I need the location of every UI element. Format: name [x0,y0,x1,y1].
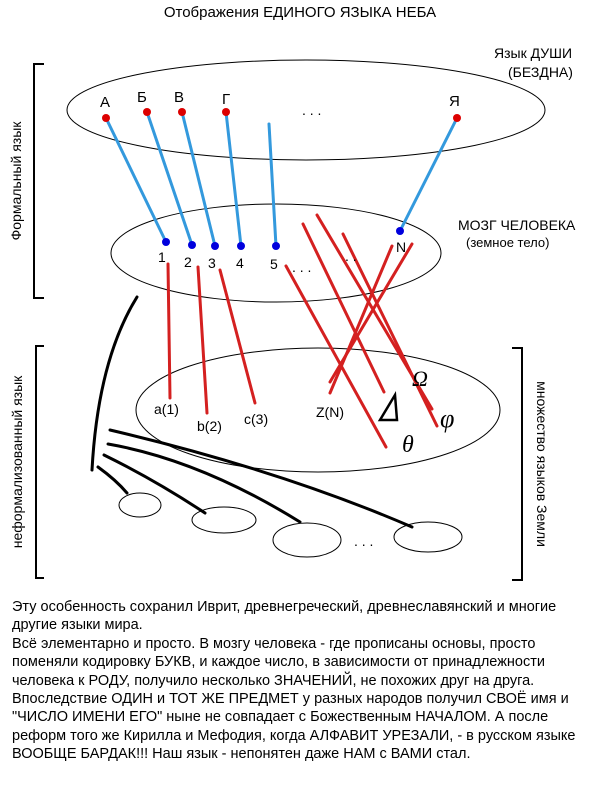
brain-number-3: 3 [208,255,216,271]
language-ellipse-2 [191,506,257,534]
brain-number-5: 5 [270,256,278,272]
earth-label-a1: a(1) [154,401,179,417]
soul-node-ya [453,114,461,122]
soul-to-brain-links [104,110,459,248]
soul-ellipse [66,59,546,161]
link-b-2 [145,110,194,247]
link-3-c3 [218,268,257,405]
brain-node-4 [237,242,245,250]
brain-number-4: 4 [236,255,244,271]
link-ya-n [398,116,459,233]
soul-letters-ellipsis: . . . [302,102,321,118]
brain-label-line1: МОЗГ ЧЕЛОВЕКА [458,217,576,233]
language-ellipse-4 [393,521,463,553]
brain-node-2 [188,241,196,249]
phi-symbol: φ [440,404,454,433]
brain-number-2: 2 [184,254,192,270]
earth-bracket [512,347,523,581]
earth-languages-ellipsis: . . . [354,533,373,549]
page-title: Отображения ЕДИНОГО ЯЗЫКА НЕБА [163,4,437,21]
theta-symbol: θ [402,432,414,458]
soul-letter-ya: Я [449,93,460,110]
soul-label-line2: (БЕЗДНА) [508,64,573,80]
link-v-3 [180,110,217,248]
link-n-zn [328,244,394,395]
informal-bracket [35,345,44,579]
brain-node-n [396,227,404,235]
link-5 [267,122,278,248]
soul-node-g [222,108,230,116]
earth-label-zn: Z(N) [316,404,344,420]
delta-symbol [377,391,399,422]
brain-node-5 [272,242,280,250]
soul-letter-a: А [100,94,110,111]
soul-letter-v: В [174,89,184,106]
earth-label-b2: b(2) [197,418,222,434]
brain-ellipsis-2: . . [345,248,357,264]
soul-node-b [143,108,151,116]
brain-node-3 [211,242,219,250]
soul-letter-g: Г [222,91,230,108]
link-2-b2 [196,265,209,415]
earth-ellipse [135,347,501,473]
brain-number-1: 1 [158,249,166,265]
paragraph-1: Эту особенность сохранил Иврит, древнегр… [12,599,557,634]
brain-label-line2: (земное тело) [466,235,549,250]
formal-language-label: Формальный язык [8,121,24,241]
soul-node-a [102,114,110,122]
soul-nodes [102,108,461,122]
brain-node-1 [162,238,170,246]
soul-node-v [178,108,186,116]
link-1-a1 [166,262,172,400]
brain-ellipsis-1: . . . [292,259,311,275]
brain-ellipse [110,203,442,303]
earth-language-links [90,295,414,529]
brain-to-earth-links [166,213,439,449]
earth-languages-label: множество языков Земли [534,381,550,547]
formal-bracket [33,63,44,299]
link-a-1 [104,116,168,244]
earth-label-c3: c(3) [244,411,268,427]
brain-number-n: N [396,239,406,255]
language-diagram: Формальный язык неформализованный язык м… [8,45,576,581]
soul-label-line1: Язык ДУШИ [494,45,572,61]
link-g-4 [224,110,243,248]
brain-nodes [162,227,404,250]
language-ellipse-1 [118,492,162,518]
soul-letter-b: Б [137,89,147,106]
informal-language-label: неформализованный язык [9,375,25,548]
omega-symbol: Ω [412,366,428,391]
body-text: Эту особенность сохранил Иврит, древнегр… [12,598,597,764]
paragraph-2: Всё элементарно и просто. В мозгу челове… [12,635,576,763]
language-ellipse-3 [272,522,342,558]
